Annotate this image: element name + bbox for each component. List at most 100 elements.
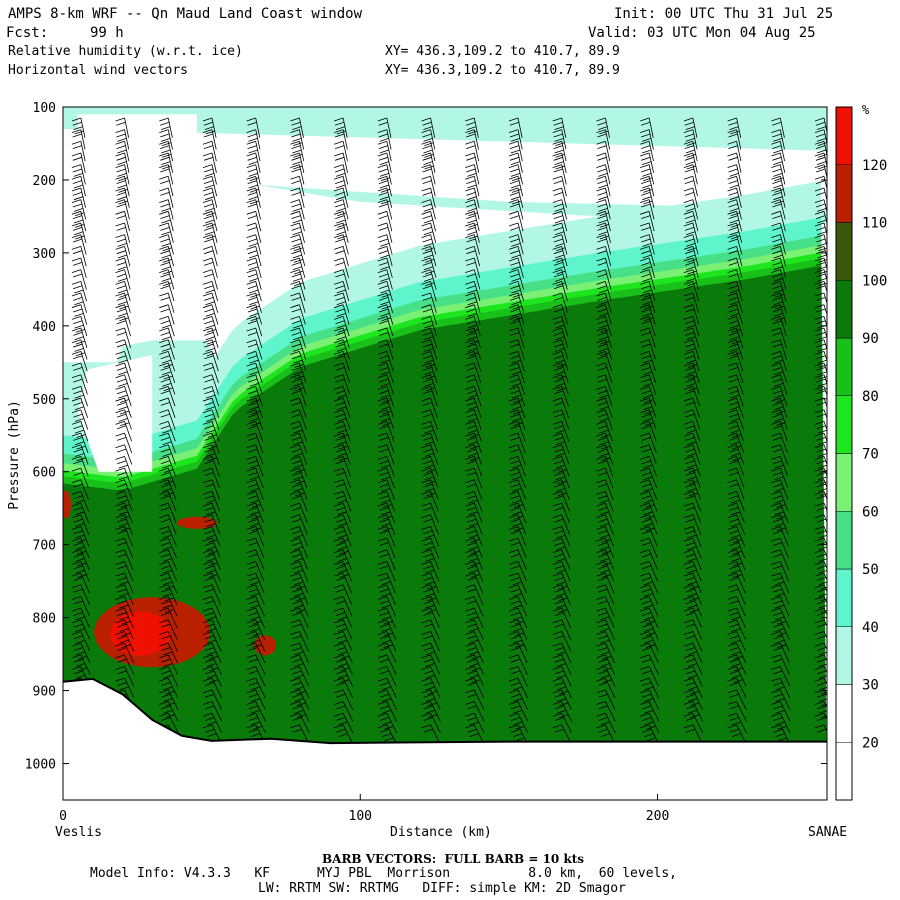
wind-barb-flag [378,203,389,208]
wind-barb-flag [334,572,344,577]
wind-barb [202,607,222,629]
wind-barb-flag [159,607,169,612]
wind-barb-flag [510,623,521,628]
wind-barb-flag [552,561,562,565]
wind-barb [377,257,393,278]
wind-barb [508,129,523,150]
wind-barb-shaft [211,572,221,594]
wind-barb-flag [423,242,434,247]
wind-barb-shaft [167,631,178,652]
wind-barb-shaft [167,491,177,512]
wind-barb-shaft [517,281,525,302]
wind-barb-flag [510,250,520,255]
wind-barb [290,619,309,640]
field-name-wind: Horizontal wind vectors [8,63,189,78]
wind-barb [508,677,528,699]
wind-barb-flag [290,386,300,390]
wind-barb [508,666,528,687]
wind-barb [290,304,306,325]
wind-barb-shaft [342,327,350,348]
wind-barb-flag [246,654,256,659]
wind-barb-flag [338,674,348,679]
wind-barb [508,467,526,489]
wind-barb-flag [555,165,565,170]
wind-barb-flag [75,499,85,504]
wind-barb-flag [246,362,256,367]
wind-barb-shaft [167,397,176,418]
wind-barb-flag [421,257,431,262]
x-axis-label: Distance (km) [390,825,492,840]
wind-barb-shaft [124,257,131,278]
wind-barb-flag [290,339,300,344]
wind-barb-shaft [342,292,350,313]
wind-barb-flag [422,238,432,243]
wind-barb-flag [202,654,213,659]
wind-barb [246,432,264,454]
wind-barb-flag [290,421,300,425]
wind-barb-shaft [517,246,524,267]
wind-barb-flag [249,406,259,411]
wind-barb-flag [423,717,433,721]
wind-barb-flag [596,187,606,192]
wind-barb-flag [555,476,566,481]
wind-barb-flag [508,315,519,320]
wind-barb-flag [598,647,608,651]
wind-barb-flag [468,534,478,539]
wind-barb-shaft [167,584,178,605]
wind-barb-shaft [473,386,482,407]
wind-barb-shaft [124,537,134,559]
wind-barb-flag [421,561,431,565]
wind-barb [290,327,306,348]
wind-barb [290,210,305,232]
wind-barb-flag [161,231,171,236]
wind-barb [640,386,657,407]
wind-barb-shaft [386,642,397,664]
wind-barb-shaft [517,642,528,664]
wind-barb [115,175,130,197]
wind-barb-shaft [473,467,483,489]
wind-barb [290,129,305,150]
wind-barb-flag [162,441,172,446]
wind-barb [377,374,394,395]
wind-barb-shaft [430,397,438,418]
wind-barb [202,280,219,302]
wind-barb-flag [292,577,302,581]
wind-barb-flag [599,348,609,352]
wind-barb-flag [510,261,520,266]
wind-barb-flag [553,285,564,290]
wind-barb-flag [206,235,216,240]
wind-barb-flag [246,117,256,122]
wind-barb-flag [290,526,300,530]
wind-barb-flag [552,712,562,717]
wind-barb-flag [379,413,389,418]
wind-barb-flag [204,600,215,605]
wind-barb-flag [467,336,478,341]
wind-barb-shaft [342,456,351,477]
wind-barb-flag [469,457,480,462]
wind-barb-flag [73,483,83,488]
wind-barb [552,152,567,173]
wind-barb-flag [508,187,519,192]
wind-barb-flag [469,329,479,333]
wind-barb [421,666,441,687]
wind-barb-flag [509,203,520,208]
wind-barb-shaft [386,654,397,675]
wind-barb-flag [465,140,475,145]
wind-barb-flag [425,282,435,287]
wind-barb-flag [641,367,651,371]
wind-barb-shaft [473,619,484,640]
wind-barb-flag [292,161,302,166]
xy-endpoints-2: XY= 436.3,109.2 to 410.7, 89.9 [385,63,620,78]
wind-barb-flag [246,397,256,402]
wind-barb [71,199,87,220]
wind-barb-shaft [561,222,568,243]
wind-barb [508,199,524,220]
wind-barb [71,421,89,442]
wind-barb [465,129,479,150]
wind-barb-flag [552,362,562,367]
wind-barb-flag [161,588,171,593]
wind-barb [377,152,392,173]
wind-barb-shaft [255,327,263,348]
wind-barb-shaft [386,572,396,594]
wind-barb-flag [553,308,564,313]
